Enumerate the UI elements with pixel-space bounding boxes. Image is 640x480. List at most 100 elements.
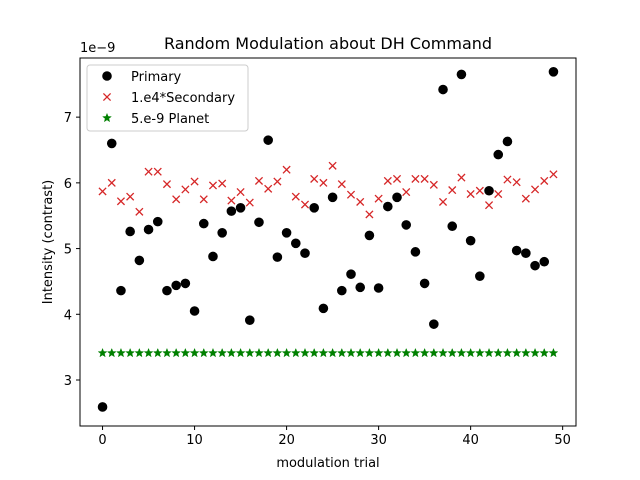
data-point-planet-1 xyxy=(106,347,117,358)
data-point-secondary-3 xyxy=(126,192,135,201)
data-point-secondary-42 xyxy=(484,201,494,210)
data-point-secondary-2 xyxy=(116,197,126,206)
data-point-secondary-6 xyxy=(153,167,162,176)
data-point-planet-5 xyxy=(143,347,154,358)
data-point-primary-9 xyxy=(180,278,191,289)
data-point-planet-38 xyxy=(447,347,458,358)
data-point-primary-24 xyxy=(318,303,329,314)
data-point-primary-48 xyxy=(539,256,550,267)
data-point-primary-0 xyxy=(97,402,108,412)
data-point-planet-0 xyxy=(97,347,108,358)
data-point-primary-7 xyxy=(162,285,172,296)
data-point-secondary-38 xyxy=(448,186,457,195)
axes-frame xyxy=(79,57,577,427)
data-point-primary-12 xyxy=(208,251,218,262)
data-point-secondary-48 xyxy=(540,176,549,185)
chart-title: Random Modulation about DH Command xyxy=(164,34,492,53)
y-axis-label: Intensity (contrast) xyxy=(41,180,56,304)
legend: Primary 1.e4*Secondary 5.e-9 Planet xyxy=(86,64,249,132)
data-point-secondary-46 xyxy=(521,194,530,203)
data-point-primary-2 xyxy=(116,285,126,296)
data-point-planet-25 xyxy=(327,347,338,358)
data-point-planet-36 xyxy=(428,347,439,358)
data-point-primary-5 xyxy=(143,224,154,235)
data-point-planet-6 xyxy=(152,347,163,358)
data-point-primary-35 xyxy=(419,278,430,289)
data-point-primary-1 xyxy=(106,138,117,149)
data-marks xyxy=(97,67,559,412)
data-point-planet-31 xyxy=(382,347,393,358)
data-point-secondary-4 xyxy=(135,207,144,216)
data-point-planet-42 xyxy=(484,347,494,358)
data-point-secondary-43 xyxy=(494,189,503,199)
data-point-planet-34 xyxy=(410,347,421,358)
data-point-secondary-31 xyxy=(383,176,392,185)
data-point-planet-29 xyxy=(364,347,375,358)
data-point-planet-26 xyxy=(336,347,347,358)
data-point-planet-24 xyxy=(318,347,329,358)
data-point-secondary-24 xyxy=(319,178,328,187)
x-tick-label: 40 xyxy=(462,433,479,448)
data-point-primary-32 xyxy=(392,192,402,203)
data-point-planet-39 xyxy=(456,347,467,358)
data-point-primary-30 xyxy=(373,283,384,293)
data-point-planet-16 xyxy=(244,347,255,358)
data-point-primary-18 xyxy=(263,135,273,145)
data-point-planet-49 xyxy=(548,347,559,358)
data-point-primary-20 xyxy=(281,228,292,238)
data-point-planet-15 xyxy=(235,347,246,358)
data-point-primary-43 xyxy=(493,149,504,160)
legend-label-planet: 5.e-9 Planet xyxy=(131,112,209,127)
data-point-secondary-19 xyxy=(273,177,282,186)
data-point-secondary-1 xyxy=(107,178,116,187)
data-point-planet-8 xyxy=(171,347,182,358)
data-point-primary-16 xyxy=(244,315,255,326)
legend-icon-primary xyxy=(102,71,112,81)
data-point-primary-21 xyxy=(290,238,301,249)
data-point-secondary-16 xyxy=(245,198,254,207)
data-point-secondary-27 xyxy=(346,190,356,199)
legend-icon-secondary xyxy=(102,92,112,102)
data-point-secondary-15 xyxy=(236,187,245,197)
data-point-primary-19 xyxy=(272,252,283,262)
data-point-secondary-7 xyxy=(162,180,172,189)
data-point-planet-37 xyxy=(438,347,448,358)
data-point-secondary-26 xyxy=(337,180,346,189)
data-point-secondary-20 xyxy=(282,165,291,174)
legend-box xyxy=(86,64,249,132)
data-point-planet-45 xyxy=(511,347,522,358)
data-point-secondary-11 xyxy=(199,195,208,204)
data-point-secondary-36 xyxy=(429,180,438,189)
data-point-primary-11 xyxy=(198,218,209,229)
data-point-primary-22 xyxy=(300,248,310,258)
data-point-secondary-17 xyxy=(254,176,264,185)
axis-ticks: 0 10 20 30 40 50 3 4 5 6 7 xyxy=(64,111,571,448)
data-point-planet-17 xyxy=(254,347,264,358)
data-point-secondary-40 xyxy=(466,189,475,199)
data-point-primary-41 xyxy=(475,271,485,281)
data-point-secondary-14 xyxy=(227,196,236,205)
data-point-planet-33 xyxy=(401,347,412,358)
data-point-primary-10 xyxy=(189,306,200,316)
legend-marker-planet xyxy=(102,112,112,123)
y-offset-label: 1e−9 xyxy=(80,41,115,56)
data-point-secondary-30 xyxy=(374,194,383,203)
data-point-planet-14 xyxy=(226,347,237,358)
data-point-primary-6 xyxy=(152,216,163,227)
data-point-secondary-10 xyxy=(190,177,199,186)
data-point-planet-41 xyxy=(474,347,485,358)
legend-icon-planet xyxy=(102,112,112,123)
legend-label-secondary: 1.e4*Secondary xyxy=(131,91,235,106)
data-point-secondary-25 xyxy=(328,161,337,170)
data-point-secondary-13 xyxy=(218,179,227,188)
data-point-planet-28 xyxy=(355,347,366,358)
data-point-secondary-22 xyxy=(300,200,310,209)
data-point-primary-15 xyxy=(235,203,246,213)
data-point-secondary-34 xyxy=(411,174,420,183)
data-point-secondary-21 xyxy=(291,192,300,201)
data-point-planet-32 xyxy=(392,347,402,358)
data-point-primary-34 xyxy=(410,247,421,257)
data-point-primary-37 xyxy=(438,84,448,95)
x-tick-label: 20 xyxy=(278,433,295,448)
